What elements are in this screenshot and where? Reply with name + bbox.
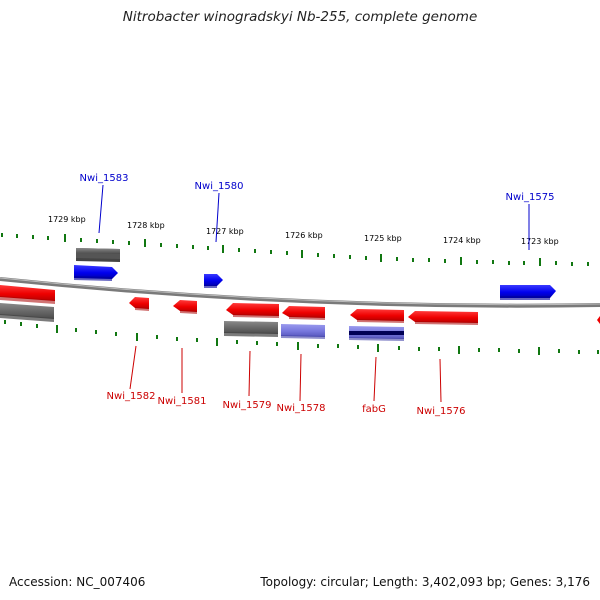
gene-arrow-nwi-1576[interactable]	[408, 311, 478, 325]
gene-arrow-nwi-1578[interactable]	[282, 306, 325, 320]
gene-arrow-nwi-1579[interactable]	[226, 303, 279, 318]
gene-feature-lavender-fabg[interactable]	[349, 326, 404, 341]
gene-feature-gray-upper[interactable]	[76, 248, 120, 262]
genome-summary-text: Topology: circular; Length: 3,402,093 bp…	[260, 575, 590, 589]
gene-arrow-right-edge[interactable]	[597, 316, 600, 324]
gene-arrow-nwi-1583[interactable]	[74, 265, 118, 281]
top-tick-ruler	[1, 233, 589, 266]
gene-label-nwi-1582[interactable]: Nwi_1582	[107, 391, 156, 402]
gene-label-nwi-1575[interactable]: Nwi_1575	[506, 192, 555, 203]
kbp-label: 1727 kbp	[206, 227, 244, 236]
gene-arrow-nwi-1582[interactable]	[129, 297, 149, 311]
kbp-label: 1725 kbp	[364, 234, 402, 243]
genome-backbone-highlight	[0, 277, 600, 306]
gene-arrow-nwi-1580[interactable]	[204, 274, 223, 288]
gene-label-nwi-1581[interactable]: Nwi_1581	[158, 396, 207, 407]
gene-feature-lavender-nwi-1578[interactable]	[281, 324, 325, 339]
gene-arrow-nwi-1575[interactable]	[500, 285, 556, 300]
gene-arrow-left-edge[interactable]	[0, 285, 55, 304]
bottom-tick-ruler	[4, 320, 599, 355]
leader-line-nwi-1578	[299, 353, 302, 402]
kbp-label: 1728 kbp	[127, 221, 165, 230]
kbp-label: 1729 kbp	[48, 215, 86, 224]
gene-feature-gray-left[interactable]	[0, 303, 54, 322]
gene-label-nwi-1580[interactable]: Nwi_1580	[195, 181, 244, 192]
leader-line-nwi-1579	[248, 350, 251, 397]
map-title: Nitrobacter winogradskyi Nb-255, complet…	[122, 9, 478, 25]
kbp-label: 1723 kbp	[521, 237, 559, 246]
leader-line-fabg	[373, 356, 377, 402]
gene-arrow-nwi-1581[interactable]	[173, 300, 197, 314]
gene-label-nwi-1579[interactable]: Nwi_1579	[223, 400, 272, 411]
gene-feature-gray-nwi-1579[interactable]	[224, 321, 278, 337]
kbp-label: 1726 kbp	[285, 231, 323, 240]
leader-line-nwi-1580	[215, 192, 220, 243]
gene-label-nwi-1583[interactable]: Nwi_1583	[80, 173, 129, 184]
leader-line-nwi-1576	[439, 358, 442, 403]
gene-label-fabg[interactable]: fabG	[362, 404, 386, 415]
leader-line-nwi-1582	[129, 345, 137, 390]
gene-label-nwi-1578[interactable]: Nwi_1578	[277, 403, 326, 414]
accession-text: Accession: NC_007406	[9, 575, 146, 589]
leader-line-nwi-1583	[98, 184, 104, 234]
kbp-label: 1724 kbp	[443, 236, 481, 245]
genome-backbone	[0, 277, 600, 308]
gene-arrow-fabg[interactable]	[350, 309, 404, 323]
gene-label-nwi-1576[interactable]: Nwi_1576	[417, 406, 466, 417]
